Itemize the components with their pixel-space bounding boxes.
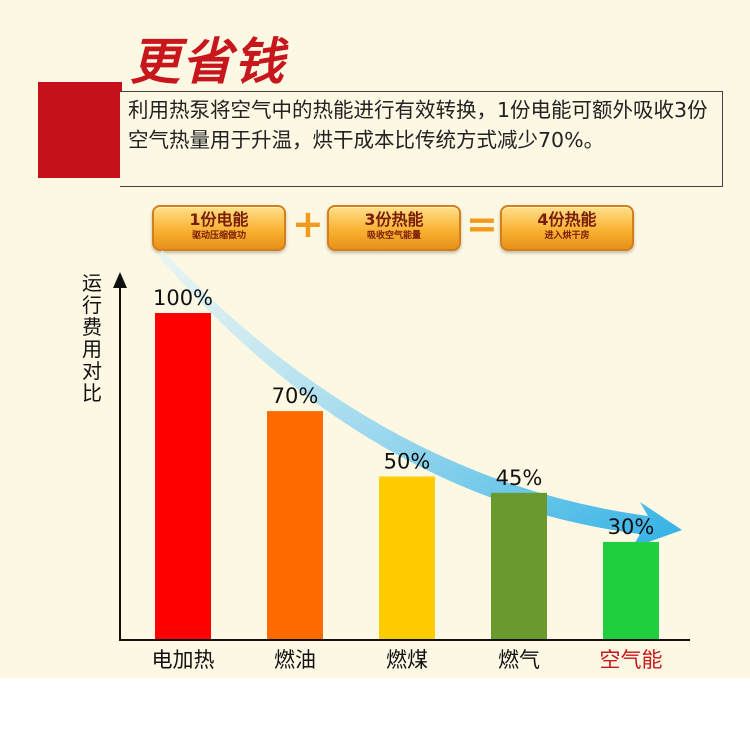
bar-value-label: 70% — [272, 384, 319, 408]
equals-sign: = — [466, 202, 498, 246]
plus-sign: + — [292, 202, 324, 246]
x-tick-label: 燃气 — [498, 648, 540, 672]
bar — [491, 492, 547, 640]
bar-value-label: 30% — [608, 515, 655, 539]
bar-value-label: 45% — [496, 466, 543, 490]
pill-sub-label: 吸收空气能量 — [366, 231, 421, 241]
description-text: 利用热泵将空气中的热能进行有效转换，1份电能可额外吸收3份空气热量用于升温，烘干… — [128, 98, 708, 152]
bar — [379, 476, 435, 640]
page-title: 更省钱 — [130, 32, 286, 91]
trend-arrow — [158, 250, 682, 548]
y-axis-arrow-icon — [113, 272, 127, 288]
x-tick-label: 燃煤 — [386, 648, 428, 672]
bars-group: 100% 电加热 70% 燃油 50% 燃煤 45% 燃气 30% 空气能 — [152, 286, 663, 672]
pill-main-label: 3份热能 — [364, 210, 424, 229]
pill-sub-label: 驱动压缩做功 — [191, 231, 246, 241]
accent-block — [38, 82, 122, 178]
y-axis-label: 运行费用对比 — [82, 271, 102, 405]
bar-value-label: 50% — [384, 450, 431, 474]
bar — [155, 313, 211, 640]
pill-sub-label: 进入烘干房 — [544, 231, 590, 241]
bar — [603, 541, 659, 640]
x-tick-label: 空气能 — [600, 648, 663, 672]
bar — [267, 411, 323, 640]
air-heat-pill: 3份热能 吸收空气能量 — [327, 205, 461, 251]
pill-main-label: 1份电能 — [189, 210, 249, 229]
description-box — [120, 91, 723, 187]
x-tick-label: 燃油 — [274, 648, 316, 672]
x-tick-label: 电加热 — [152, 648, 215, 672]
bar-value-label: 100% — [153, 286, 213, 310]
electric-energy-pill: 1份电能 驱动压缩做功 — [152, 205, 286, 251]
total-heat-pill: 4份热能 进入烘干房 — [500, 205, 634, 251]
pill-main-label: 4份热能 — [537, 210, 597, 229]
